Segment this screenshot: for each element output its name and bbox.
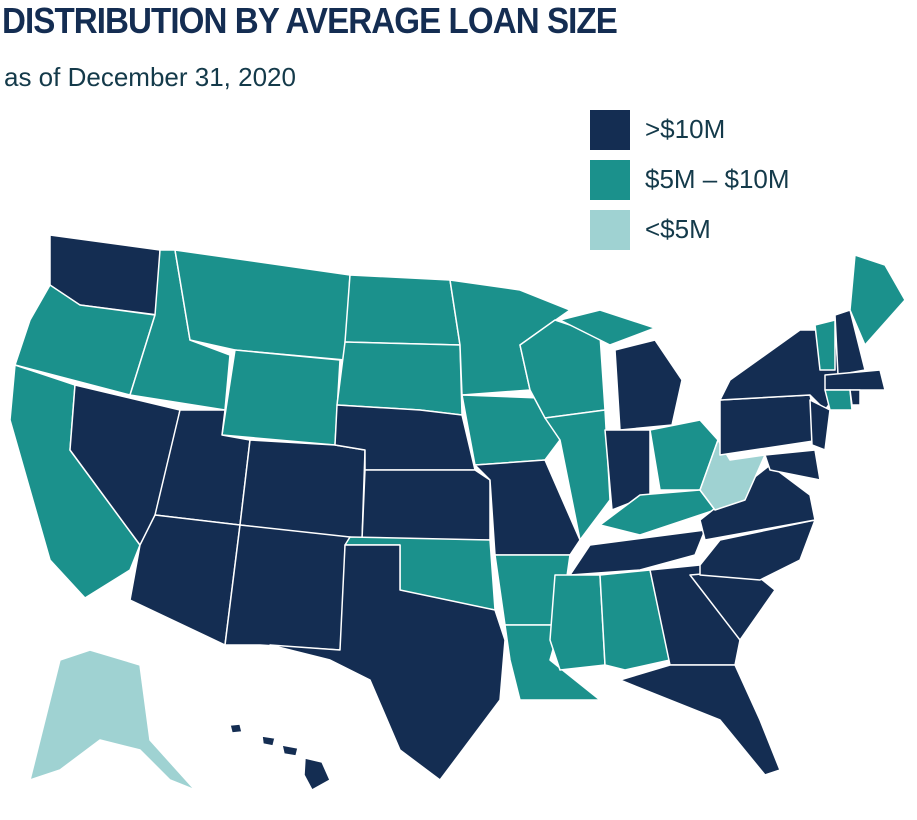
state (824, 369, 886, 391)
legend-label: <$5M (645, 214, 711, 244)
legend-label: >$10M (645, 114, 725, 144)
state (221, 349, 341, 446)
title: DISTRIBUTION BY AVERAGE LOAN SIZE (2, 0, 618, 41)
state (834, 309, 866, 376)
state (814, 319, 836, 371)
state (336, 341, 463, 416)
state (719, 394, 821, 456)
state (224, 524, 351, 651)
legend-swatch (590, 210, 630, 250)
state (29, 649, 196, 791)
state (599, 569, 671, 671)
state (614, 339, 683, 431)
state (229, 723, 243, 734)
state (849, 389, 861, 406)
subtitle: as of December 31, 2020 (4, 62, 296, 92)
states (9, 234, 906, 791)
state (849, 254, 906, 346)
state (824, 389, 853, 411)
state (461, 394, 561, 466)
state (809, 399, 831, 451)
state (281, 744, 299, 757)
state (549, 574, 606, 671)
state (649, 564, 741, 666)
state (269, 544, 506, 781)
state (303, 757, 331, 791)
state (239, 439, 366, 541)
state (569, 529, 706, 576)
state (764, 449, 821, 481)
legend-swatch (590, 110, 630, 150)
state (129, 514, 241, 646)
legend-swatch (590, 160, 630, 200)
state (344, 274, 461, 346)
legend-label: $5M – $10M (645, 164, 790, 194)
state (544, 409, 611, 541)
state (699, 519, 816, 581)
state (699, 464, 816, 541)
state (619, 664, 781, 776)
state (559, 309, 656, 346)
state (261, 735, 276, 747)
state (361, 469, 491, 541)
